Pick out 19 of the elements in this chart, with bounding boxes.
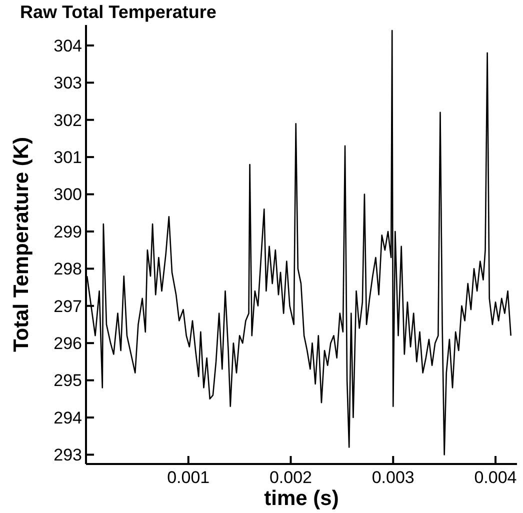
y-tick-label: 304 <box>54 36 82 56</box>
y-tick-label: 296 <box>54 334 82 354</box>
x-axis-title: time (s) <box>264 487 339 510</box>
y-tick-label: 303 <box>54 74 82 93</box>
chart-title: Raw Total Temperature <box>20 2 216 22</box>
y-tick-label: 295 <box>54 371 82 390</box>
x-tick-label: 0.003 <box>372 468 414 487</box>
y-tick-label: 293 <box>54 446 82 465</box>
y-tick-label: 300 <box>54 185 82 204</box>
y-tick-label: 298 <box>54 260 82 279</box>
y-tick-label: 299 <box>54 222 82 242</box>
x-tick-label: 0.001 <box>167 468 210 487</box>
x-tick-label: 0.004 <box>474 468 517 487</box>
y-tick-label: 294 <box>54 408 82 428</box>
x-tick-label: 0.002 <box>269 468 312 487</box>
y-tick-label: 302 <box>54 110 82 130</box>
y-tick-label: 297 <box>54 296 82 316</box>
y-axis-title: Total Temperature (K) <box>10 136 33 352</box>
y-tick-label: 301 <box>54 148 82 168</box>
